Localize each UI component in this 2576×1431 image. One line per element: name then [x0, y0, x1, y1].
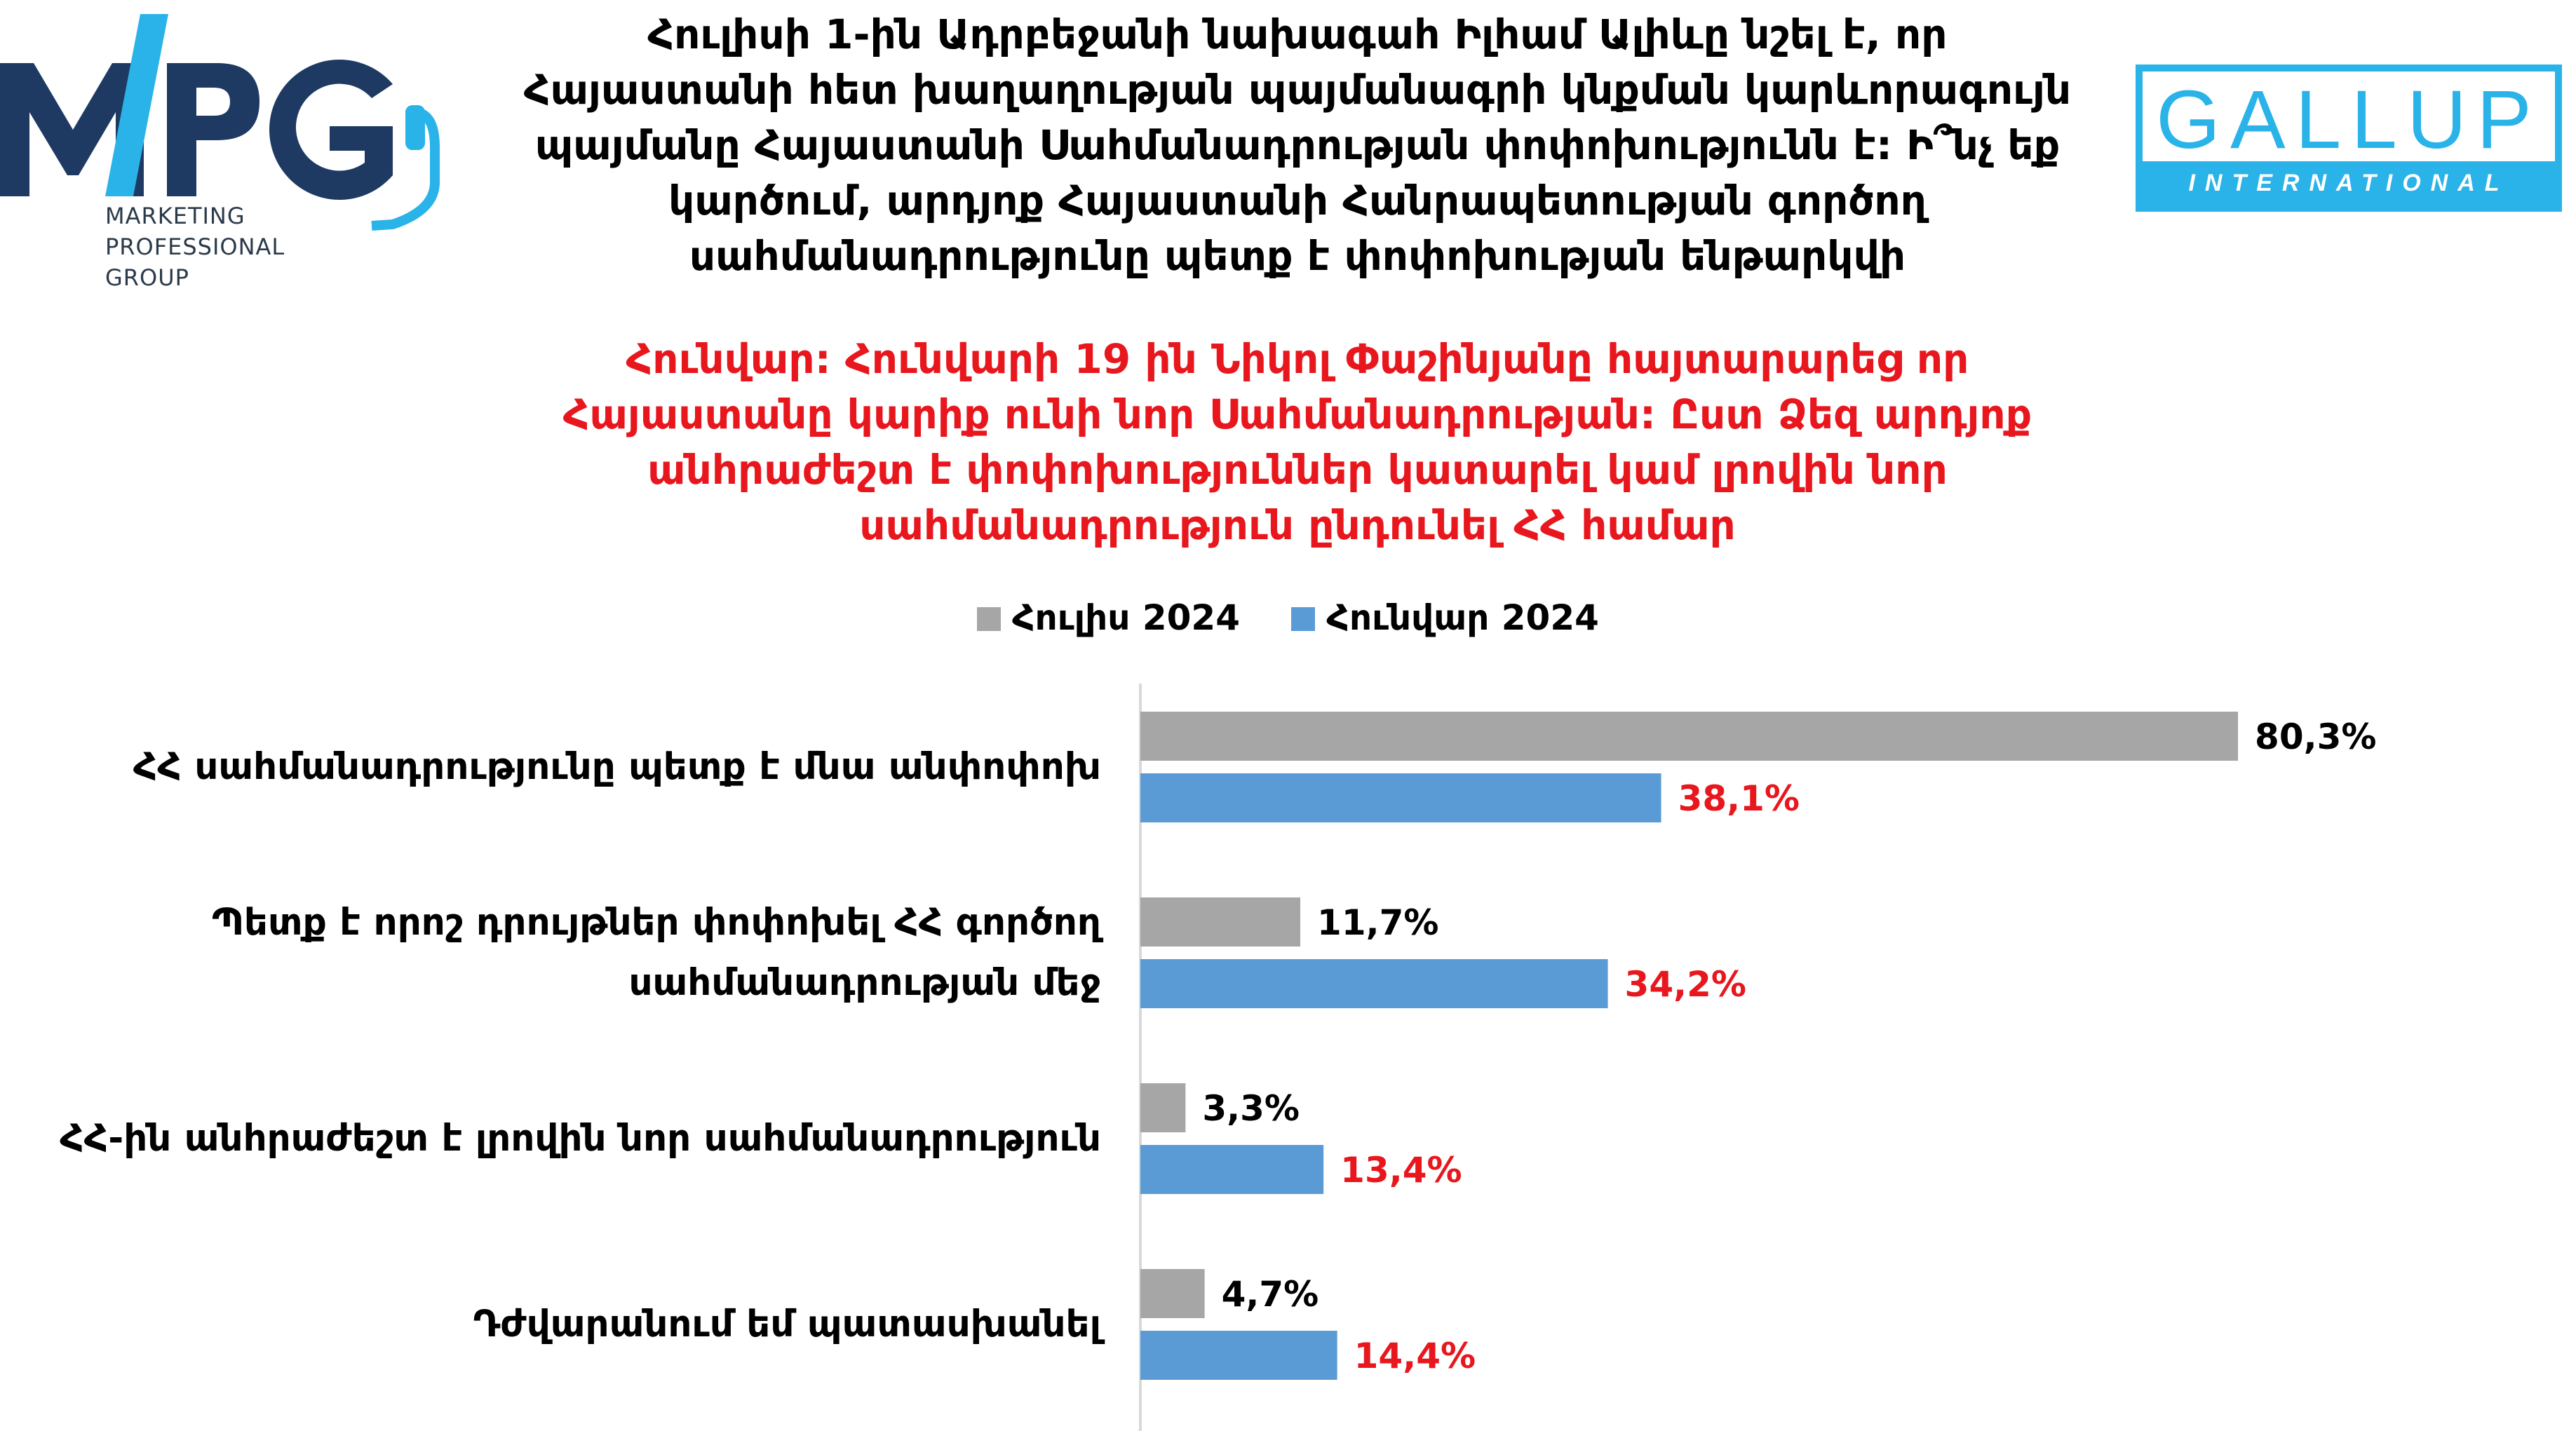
data-label-january: 14,4% — [1354, 1336, 1476, 1376]
legend-item-july: Հուլիս 2024 — [977, 597, 1240, 638]
bar-january — [1140, 959, 1608, 1008]
subtitle-line: Հայաստանը կարիք ունի նոր Սահմանադրության… — [562, 391, 2032, 438]
data-label-july: 4,7% — [1222, 1274, 1319, 1315]
category-label: Դժվարանում եմ պատասխանել — [56, 1294, 1101, 1355]
bar-january — [1140, 1145, 1324, 1194]
mpg-line-3: GROUP — [105, 264, 189, 291]
legend-swatch-january — [1291, 607, 1316, 631]
subtitle-line: Հունվար: Հունվարի 19 ին Նիկոլ Փաշինյանը … — [626, 335, 1969, 383]
category-label-line: ՀՀ սահմանադրությունը պետք է մնա անփոփոխ — [133, 745, 1101, 788]
legend-item-january: Հունվար 2024 — [1291, 597, 1599, 638]
legend-swatch-july — [977, 607, 1002, 631]
bar-july — [1140, 897, 1301, 947]
data-label-july: 3,3% — [1202, 1088, 1300, 1129]
data-label-july: 80,3% — [2255, 717, 2376, 757]
chart-title: Հուլիսի 1-ին Ադրբեջանի նախագահ Իլհամ Ալի… — [491, 7, 2104, 284]
title-line: պայմանը Հայաստանի Սահմանադրության փոփոխո… — [534, 121, 2061, 169]
title-line: Հայաստանի հետ խաղաղության պայմանագրի կնք… — [523, 66, 2072, 114]
title-line: կարծում, արդյոք Հայաստանի Հանրապետության… — [668, 177, 1927, 224]
data-label-january: 38,1% — [1678, 778, 1800, 819]
mpg-line-1: MARKETING — [105, 203, 245, 229]
category-label-line: ՀՀ-ին անհրաժեշտ է լրովին նոր սահմանադրու… — [60, 1117, 1101, 1160]
gallup-wordmark: GALLUP — [2156, 74, 2542, 166]
category-label-line: սահմանադրության մեջ — [628, 961, 1101, 1004]
subtitle-line: անհրաժեշտ է փոփոխություններ կատարել կամ … — [647, 446, 1948, 494]
gallup-band: INTERNATIONAL — [2143, 161, 2555, 205]
chart-legend: Հուլիս 2024 Հունվար 2024 — [0, 597, 2576, 638]
bar-january — [1140, 773, 1661, 822]
category-label: ՀՀ սահմանադրությունը պետք է մնա անփոփոխ — [56, 737, 1101, 797]
chart-subtitle: Հունվար: Հունվարի 19 ին Նիկոլ Փաշինյանը … — [491, 332, 2104, 553]
data-label-january: 13,4% — [1340, 1150, 1462, 1191]
mpg-logo: MPG MARKETING PROFESSIONAL GROUP — [0, 7, 449, 301]
legend-label-july: Հուլիս 2024 — [1012, 597, 1240, 638]
subtitle-line: սահմանադրություն ընդունել ՀՀ համար — [859, 501, 1736, 549]
data-label-july: 11,7% — [1317, 902, 1438, 943]
category-label-line: Պետք է որոշ դրույթներ փոփոխել ՀՀ գործող — [212, 901, 1101, 944]
category-label: Պետք է որոշ դրույթներ փոփոխել ՀՀ գործող ս… — [56, 893, 1101, 1013]
bar-january — [1140, 1331, 1337, 1380]
mpg-letters-graphic: MPG — [0, 14, 440, 231]
bar-july — [1140, 1269, 1205, 1318]
category-label: ՀՀ-ին անհրաժեշտ է լրովին նոր սահմանադրու… — [56, 1108, 1101, 1169]
legend-label-january: Հունվար 2024 — [1326, 597, 1599, 638]
title-line: սահմանադրությունը պետք է փոփոխության ենթ… — [689, 232, 1906, 280]
category-label-line: Դժվարանում եմ պատասխանել — [473, 1303, 1101, 1345]
title-line: Հուլիսի 1-ին Ադրբեջանի նախագահ Իլհամ Ալի… — [647, 11, 1948, 58]
mpg-letters-text: MPG — [73, 228, 74, 229]
bar-july — [1140, 1083, 1186, 1132]
data-label-january: 34,2% — [1625, 964, 1746, 1005]
mpg-line-2: PROFESSIONAL — [105, 233, 285, 260]
gallup-logo: GALLUP INTERNATIONAL — [2136, 65, 2562, 212]
bar-july — [1140, 712, 2239, 761]
